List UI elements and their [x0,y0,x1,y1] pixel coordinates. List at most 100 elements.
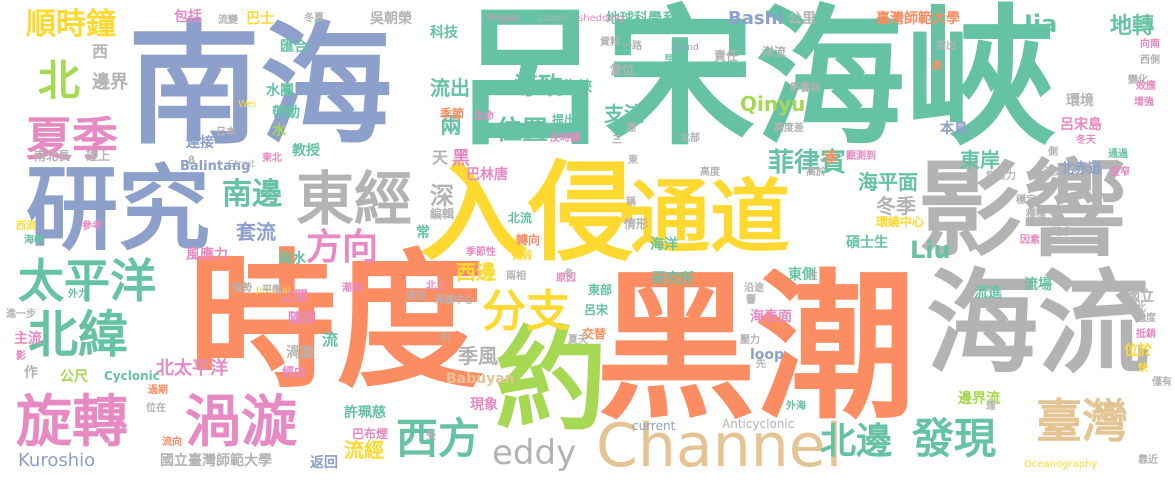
word: 呂宋島 [1060,117,1102,133]
word: 深 [430,182,454,210]
word: 過度 [1136,313,1156,324]
word: 呂宋海峽 [455,0,1056,166]
word: 三 [612,135,622,146]
word: 吳朝榮 [370,11,412,27]
word: 響 [746,295,756,306]
word: 效應 [1136,81,1156,92]
word: 沿途 [744,283,764,294]
word: 碰上 [86,149,111,163]
word: 東側 [788,267,816,283]
word: 巴林唐 [466,167,508,183]
word: 呂宋 [584,303,609,317]
word: 當位 [610,63,635,77]
word: 分支 [482,286,570,337]
word: Yinglai [486,13,519,24]
word: 早期 [664,53,689,67]
word: 生 [808,271,818,282]
word: 北邊 [820,421,893,462]
word: 資料 [600,37,620,48]
word: Anticyclonic [722,417,795,431]
word: 方向 [306,227,379,268]
word: 國立 [1126,289,1154,305]
word: 交替 [582,327,607,341]
word: 主流 [14,331,42,347]
word: 臺灣 [1036,394,1128,448]
word: 時度 [188,236,484,408]
word: Journal [256,285,291,296]
word: 順時鐘 [26,7,116,42]
word: 臺灣海峽 [536,79,592,95]
word: 匯合 [280,39,308,55]
word: Liu [910,236,951,264]
word: 北太平洋 [156,358,228,379]
word: 外海 [786,401,806,412]
word: 變化 [1128,75,1148,86]
word: Qinyu [740,92,806,116]
word: 返回 [310,455,338,471]
word: Balintang [180,159,251,174]
word: 北 [38,56,81,105]
word: 研究 [26,156,211,263]
word: 先 [756,359,766,370]
word: 北部 [680,133,700,144]
word: 北流 [508,211,533,225]
word: 潮 [626,123,636,134]
word: 帶動 [272,105,300,121]
word: 西 [92,42,109,61]
word: 受 [426,431,436,442]
word: 流 [322,330,339,349]
word: 許珮慈 [344,405,386,421]
word: 西邊 [456,260,496,284]
word: 連接 [186,135,214,151]
word: 太平洋 [18,254,156,308]
word: 南邊 [222,177,282,212]
word: Cyclonic [104,369,160,383]
word: 稱 [626,197,636,208]
word: 研究所 [652,271,694,287]
word: 西方 [396,414,481,463]
word: Oceanography [1024,459,1098,470]
word: 水團 [266,83,294,99]
word: 渦漩 [185,390,297,455]
word: 通道 [630,171,790,264]
word: 過期 [148,385,168,396]
word: 微弱 [512,251,532,262]
word: 巴布煙 [352,427,389,441]
word: 外力 [68,289,88,300]
word: 流經 [344,438,384,462]
word: 黑潮 [596,254,917,441]
word: Luzon [538,13,568,24]
word: 冬 [564,269,574,280]
word: 海水 [278,251,306,267]
word: 教授 [292,143,320,159]
word: current [632,419,676,433]
word: 責任 [714,49,739,63]
word: 風應力 [186,247,228,263]
word: loop [750,347,785,363]
word: 梯度力 [986,171,1016,182]
word: 季風 [458,344,498,368]
word: 作 [24,365,38,381]
word: 影響 [918,149,1127,271]
word: 環境 [1066,93,1094,109]
word: 位於 [1124,343,1152,359]
word: 支流 [604,102,644,126]
word: 東北 [262,153,282,164]
word: 科技 [430,25,458,41]
word: 參考 [82,221,102,232]
word: 縮小 [1052,227,1072,238]
word: 夏天 [568,335,588,346]
word: 渦漩中心 [434,295,474,306]
word: 產 [932,61,942,72]
word: 平衡 [262,285,282,296]
word: 種種 [1026,209,1046,220]
word: 套流 [236,220,276,244]
word: 北赤道 [1060,161,1102,177]
word: 抵銷 [1136,329,1156,340]
word: 僅有 [1152,377,1172,388]
word: 黑 [452,148,470,169]
word: 碩士生 [846,235,888,251]
word: Kuroshio [18,450,96,471]
word: 日本 [216,127,236,138]
word: 公尺 [60,369,88,385]
